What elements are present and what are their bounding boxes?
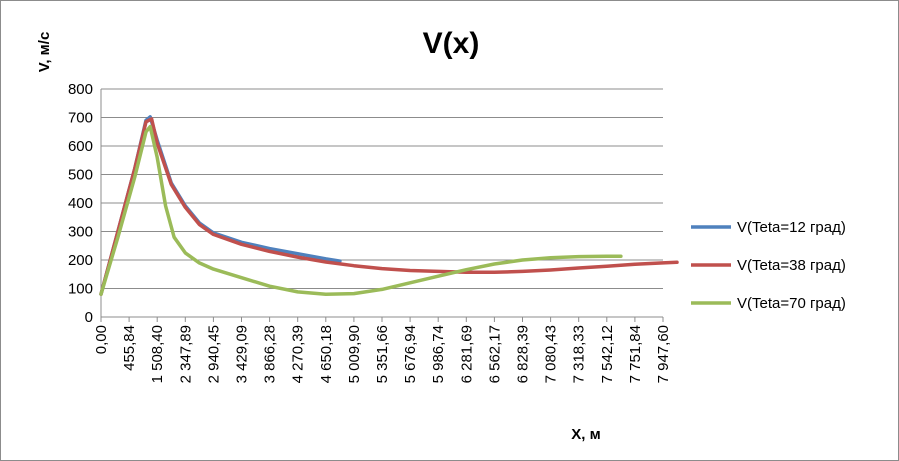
x-tick-label: 5 351,66 xyxy=(374,325,391,383)
grid-lines xyxy=(101,88,663,289)
legend: V(Teta=12 град) V(Teta=38 град) V(Teta=70 … xyxy=(691,219,846,312)
y-tick-label: 600 xyxy=(68,138,93,155)
x-tick-label: 7 751,84 xyxy=(627,325,644,383)
x-tick-label: 7 318,33 xyxy=(571,325,588,383)
x-tick-label: 0,00 xyxy=(93,325,110,354)
x-tick-label: 3 866,28 xyxy=(262,325,279,383)
legend-label: V(Teta=70 град) xyxy=(737,295,846,312)
y-tick-label: 400 xyxy=(68,195,93,212)
x-tick-label: 2 940,45 xyxy=(205,325,222,383)
x-tick-label: 7 542,12 xyxy=(599,325,616,383)
legend-label: V(Teta=12 град) xyxy=(737,219,846,236)
x-tick-label: 4 270,39 xyxy=(290,325,307,383)
x-tick-label: 5 676,94 xyxy=(402,325,419,383)
x-tick-label: 7 080,43 xyxy=(543,325,560,383)
y-axis-title: V, м/с xyxy=(36,32,53,73)
x-axis-title: X, м xyxy=(571,426,600,443)
x-tick-label: 6 828,39 xyxy=(515,325,532,383)
series-line xyxy=(99,115,342,296)
series-line xyxy=(99,117,679,296)
x-tick-label: 455,84 xyxy=(121,325,138,371)
series-lines xyxy=(99,115,679,296)
chart-title: V(x) xyxy=(423,27,480,60)
y-tick-label: 0 xyxy=(85,309,93,326)
x-tick-label: 4 650,18 xyxy=(318,325,335,383)
x-tick-label: 5 986,74 xyxy=(430,325,447,383)
axes xyxy=(100,89,664,322)
x-tick-label: 5 009,90 xyxy=(346,325,363,383)
x-tick-label: 6 562,17 xyxy=(486,325,503,383)
y-tick-label: 500 xyxy=(68,167,93,184)
series-line xyxy=(99,124,623,296)
y-tick-label: 100 xyxy=(68,281,93,298)
x-tick-label: 6 281,69 xyxy=(458,325,475,383)
y-tick-label: 800 xyxy=(68,81,93,98)
legend-label: V(Teta=38 град) xyxy=(737,257,846,274)
y-tick-label: 700 xyxy=(68,110,93,127)
y-tick-label: 200 xyxy=(68,252,93,269)
x-tick-label: 1 508,40 xyxy=(149,325,166,383)
y-tick-label: 300 xyxy=(68,224,93,241)
x-tick-label: 7 947,60 xyxy=(655,325,672,383)
x-tick-label: 3 429,09 xyxy=(234,325,251,383)
x-tick-label: 2 347,89 xyxy=(177,325,194,383)
tick-labels: 0 100 200 300 400 500 600 700 800 0,00 455,84 1 508… xyxy=(68,81,672,383)
